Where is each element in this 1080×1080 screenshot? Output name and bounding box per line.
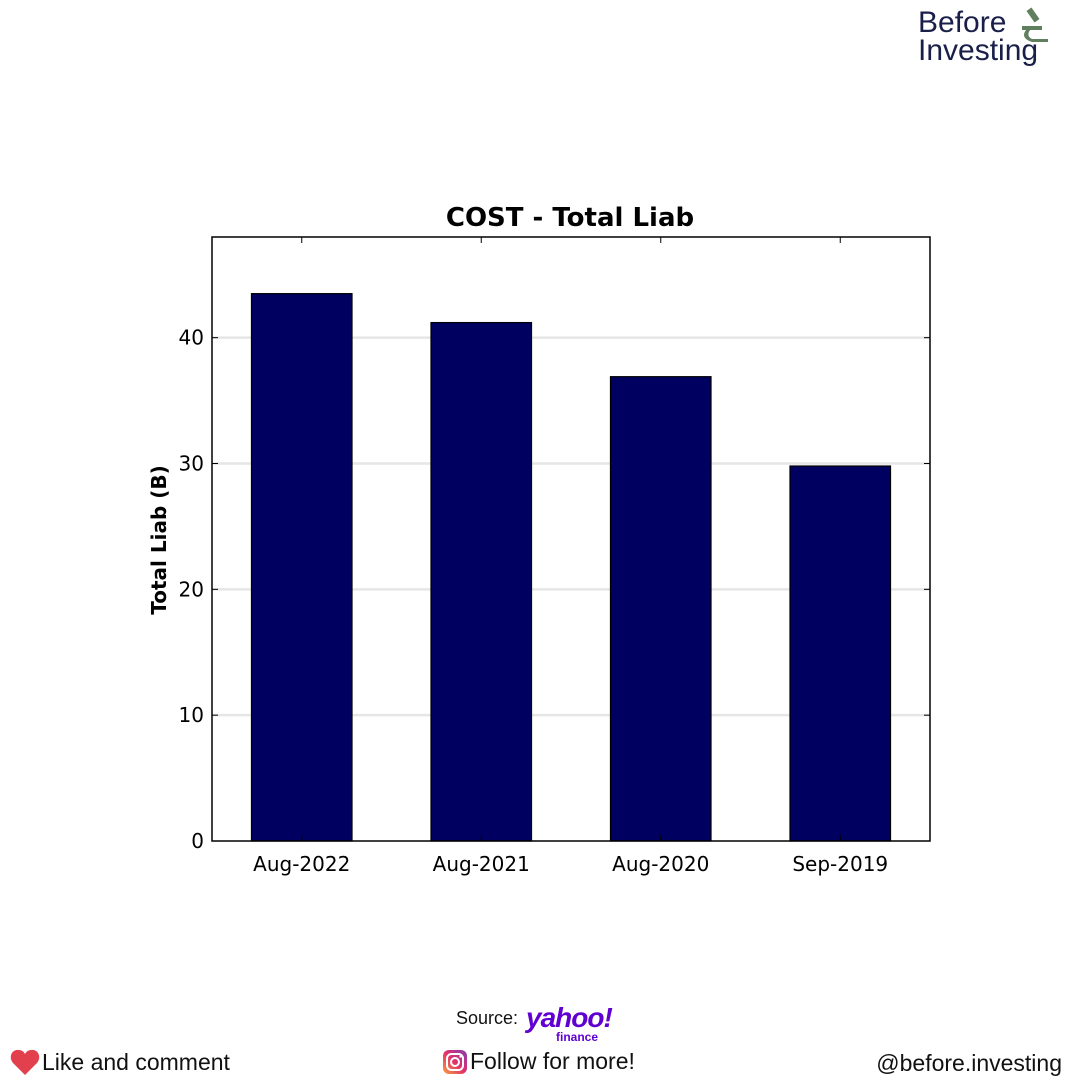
heart-icon (10, 1049, 40, 1075)
y-tick-label: 40 (179, 326, 204, 350)
y-axis-label: Total Liab (B) (147, 465, 171, 615)
bar-chart: COST - Total Liab Total Liab (B) 0 10 20 30… (147, 203, 931, 876)
source-label: Source: (456, 1008, 519, 1028)
bar (789, 465, 892, 842)
follow-text: Follow for more! (470, 1048, 635, 1074)
y-tick-label: 10 (179, 703, 204, 727)
x-tick-label: Sep-2019 (792, 852, 888, 876)
y-tick-label: 30 (179, 452, 204, 476)
bar (430, 321, 533, 842)
follow-cta: Follow for more! (442, 1048, 635, 1075)
yahoo-finance-sub: finance (556, 1030, 599, 1044)
brand-logo: Before Investing (918, 6, 1068, 70)
plot-frame (211, 236, 931, 842)
instagram-icon (443, 1049, 467, 1074)
x-tick-label: Aug-2021 (433, 852, 530, 876)
logo-line2: Investing (918, 34, 1039, 67)
like-comment: Like and comment (10, 1048, 230, 1076)
yahoo-finance-logo: yahoo! (526, 1002, 613, 1033)
chart-title: COST - Total Liab (446, 203, 694, 233)
x-tick-label: Aug-2022 (253, 852, 350, 876)
like-text: Like and comment (42, 1048, 230, 1075)
bar (609, 376, 712, 842)
bar (250, 293, 353, 842)
social-handle: @before.investing (876, 1050, 1062, 1076)
x-tick-label: Aug-2020 (612, 852, 709, 876)
y-tick-label: 0 (191, 829, 204, 853)
microscope-icon (1022, 7, 1048, 42)
logo-line1: Before (918, 6, 1007, 39)
y-tick-label: 20 (179, 577, 204, 601)
